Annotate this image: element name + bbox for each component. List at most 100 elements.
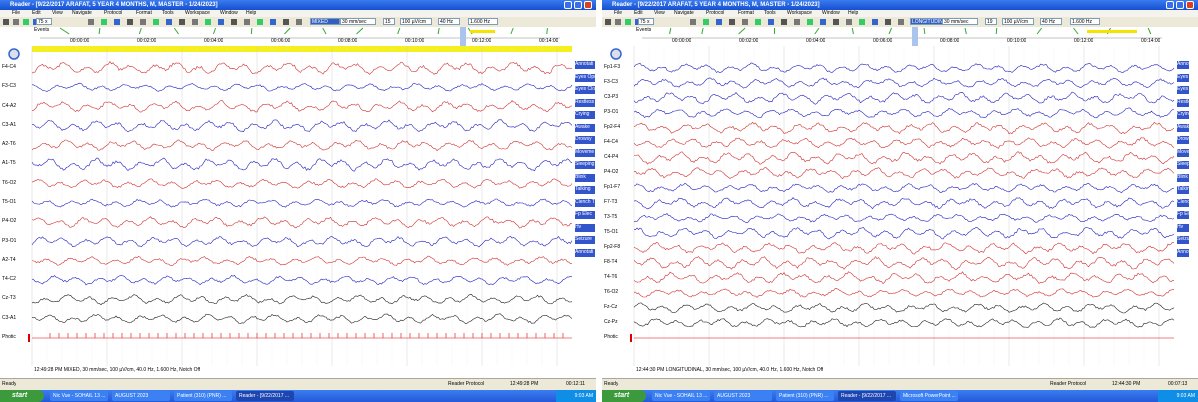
channel-label[interactable]: P4-O2 xyxy=(2,218,16,225)
annotation-button[interactable]: Crying xyxy=(1176,110,1190,120)
channel-label[interactable]: T4-T6 xyxy=(604,274,617,281)
taskbar-item[interactable]: Nic Vue - SOHAIL 13 ... xyxy=(652,391,710,401)
toolbar-icon[interactable] xyxy=(231,19,237,25)
menu-item[interactable]: Tools xyxy=(162,10,174,17)
window-button[interactable] xyxy=(584,1,592,9)
annotation-button[interactable]: Seizure xyxy=(574,235,596,245)
channel-label[interactable]: C4-A2 xyxy=(2,103,16,110)
menu-item[interactable]: View xyxy=(52,10,63,17)
annotation-button[interactable]: Eyes Ope xyxy=(1176,73,1190,83)
toolbar-field[interactable]: 75 x xyxy=(638,18,654,25)
taskbar-item[interactable]: Nic Vue - SOHAIL 13 ... xyxy=(50,391,108,401)
toolbar-icon[interactable] xyxy=(859,19,865,25)
annotation-button[interactable]: Fp Elec xyxy=(1176,210,1190,220)
toolbar-icon[interactable] xyxy=(192,19,198,25)
menu-item[interactable]: Navigate xyxy=(674,10,694,17)
start-button[interactable]: start xyxy=(0,390,44,402)
channel-label[interactable]: Cz-Pz xyxy=(604,319,618,326)
channel-label[interactable]: P4-O2 xyxy=(604,169,618,176)
menu-item[interactable]: Protocol xyxy=(104,10,122,17)
toolbar-field[interactable]: 40 Hz xyxy=(438,18,460,25)
channel-label[interactable]: Cz-T3 xyxy=(2,295,16,302)
menu-item[interactable]: Tools xyxy=(764,10,776,17)
toolbar-field[interactable]: 100 µV/cm xyxy=(400,18,432,25)
menu-item[interactable]: File xyxy=(12,10,20,17)
menu-item[interactable]: Protocol xyxy=(706,10,724,17)
annotation-button[interactable]: Blink xyxy=(1176,173,1190,183)
toolbar-icon[interactable] xyxy=(898,19,904,25)
toolbar-icon[interactable] xyxy=(703,19,709,25)
menu-item[interactable]: View xyxy=(654,10,665,17)
annotation-button[interactable]: Fp Elec xyxy=(574,210,596,220)
channel-label[interactable]: P3-O1 xyxy=(2,238,16,245)
annotation-button[interactable]: Drowsy xyxy=(574,135,596,145)
annotation-button[interactable]: Moveme xyxy=(1176,148,1190,158)
annotation-button[interactable]: Clench T xyxy=(1176,198,1190,208)
channel-label[interactable]: F3-C3 xyxy=(2,83,16,90)
toolbar-icon[interactable] xyxy=(755,19,761,25)
toolbar-icon[interactable] xyxy=(13,19,19,25)
menu-item[interactable]: Window xyxy=(220,10,238,17)
toolbar-icon[interactable] xyxy=(625,19,631,25)
channel-label[interactable]: Photic xyxy=(2,334,16,341)
channel-label[interactable]: F8-T4 xyxy=(604,259,617,266)
toolbar-icon[interactable] xyxy=(218,19,224,25)
annotation-button[interactable]: Restless xyxy=(574,98,596,108)
annotation-button[interactable]: Hv xyxy=(574,223,596,233)
toolbar-icon[interactable] xyxy=(833,19,839,25)
channel-label[interactable]: Fp1-F7 xyxy=(604,184,620,191)
toolbar-icon[interactable] xyxy=(794,19,800,25)
menu-item[interactable]: Help xyxy=(246,10,256,17)
toolbar-icon[interactable] xyxy=(101,19,107,25)
window-button[interactable] xyxy=(574,1,582,9)
taskbar-item[interactable]: Patient (310) (PNR) ... xyxy=(776,391,834,401)
annotation-button[interactable]: Clench T xyxy=(574,198,596,208)
channel-label[interactable]: Fz-Cz xyxy=(604,304,617,311)
toolbar-icon[interactable] xyxy=(820,19,826,25)
annotation-button[interactable]: Seizure xyxy=(1176,235,1190,245)
channel-label[interactable]: C3-P3 xyxy=(604,94,618,101)
annotation-button[interactable]: Eyes Clo xyxy=(1176,85,1190,95)
menu-item[interactable]: File xyxy=(614,10,622,17)
channel-label[interactable]: C3-A1 xyxy=(2,315,16,322)
toolbar-icon[interactable] xyxy=(153,19,159,25)
toolbar-icon[interactable] xyxy=(768,19,774,25)
menu-item[interactable]: Format xyxy=(738,10,754,17)
toolbar-icon[interactable] xyxy=(605,19,611,25)
toolbar-icon[interactable] xyxy=(114,19,120,25)
toolbar-field[interactable]: 30 mm/sec xyxy=(942,18,978,25)
toolbar-icon[interactable] xyxy=(781,19,787,25)
annotation-button[interactable]: Eyes Ope xyxy=(574,73,596,83)
taskbar-item[interactable]: Reader - [9/22/2017 ... xyxy=(236,391,294,401)
toolbar-icon[interactable] xyxy=(690,19,696,25)
annotation-button[interactable]: Awake xyxy=(574,123,596,133)
menu-item[interactable]: Edit xyxy=(634,10,643,17)
taskbar-item[interactable]: AUGUST 2023 xyxy=(714,391,772,401)
toolbar-icon[interactable] xyxy=(807,19,813,25)
channel-label[interactable]: P3-O1 xyxy=(604,109,618,116)
annotation-button[interactable]: Eyes Clo xyxy=(574,85,596,95)
window-button[interactable] xyxy=(1186,1,1194,9)
toolbar-icon[interactable] xyxy=(127,19,133,25)
menu-item[interactable]: Edit xyxy=(32,10,41,17)
menu-item[interactable]: Window xyxy=(822,10,840,17)
toolbar-icon[interactable] xyxy=(179,19,185,25)
annotation-button[interactable]: Talking xyxy=(1176,185,1190,195)
toolbar-icon[interactable] xyxy=(140,19,146,25)
toolbar-icon[interactable] xyxy=(716,19,722,25)
toolbar-icon[interactable] xyxy=(23,19,29,25)
annotation-button[interactable]: Drowsy xyxy=(1176,135,1190,145)
toolbar-icon[interactable] xyxy=(166,19,172,25)
taskbar-item[interactable]: Microsoft PowerPoint ... xyxy=(900,391,958,401)
channel-label[interactable]: F4-C4 xyxy=(2,64,16,71)
toolbar-icon[interactable] xyxy=(615,19,621,25)
channel-label[interactable]: Fp2-F4 xyxy=(604,124,620,131)
toolbar-field[interactable]: 1.600 Hz xyxy=(1070,18,1100,25)
toolbar-icon[interactable] xyxy=(270,19,276,25)
window-button[interactable] xyxy=(1176,1,1184,9)
toolbar-field[interactable]: 40 Hz xyxy=(1040,18,1062,25)
channel-label[interactable]: T4-C2 xyxy=(2,276,16,283)
taskbar-item[interactable]: Patient (310) (PNR) ... xyxy=(174,391,232,401)
annotation-button[interactable]: Blink xyxy=(574,173,596,183)
toolbar-icon[interactable] xyxy=(872,19,878,25)
